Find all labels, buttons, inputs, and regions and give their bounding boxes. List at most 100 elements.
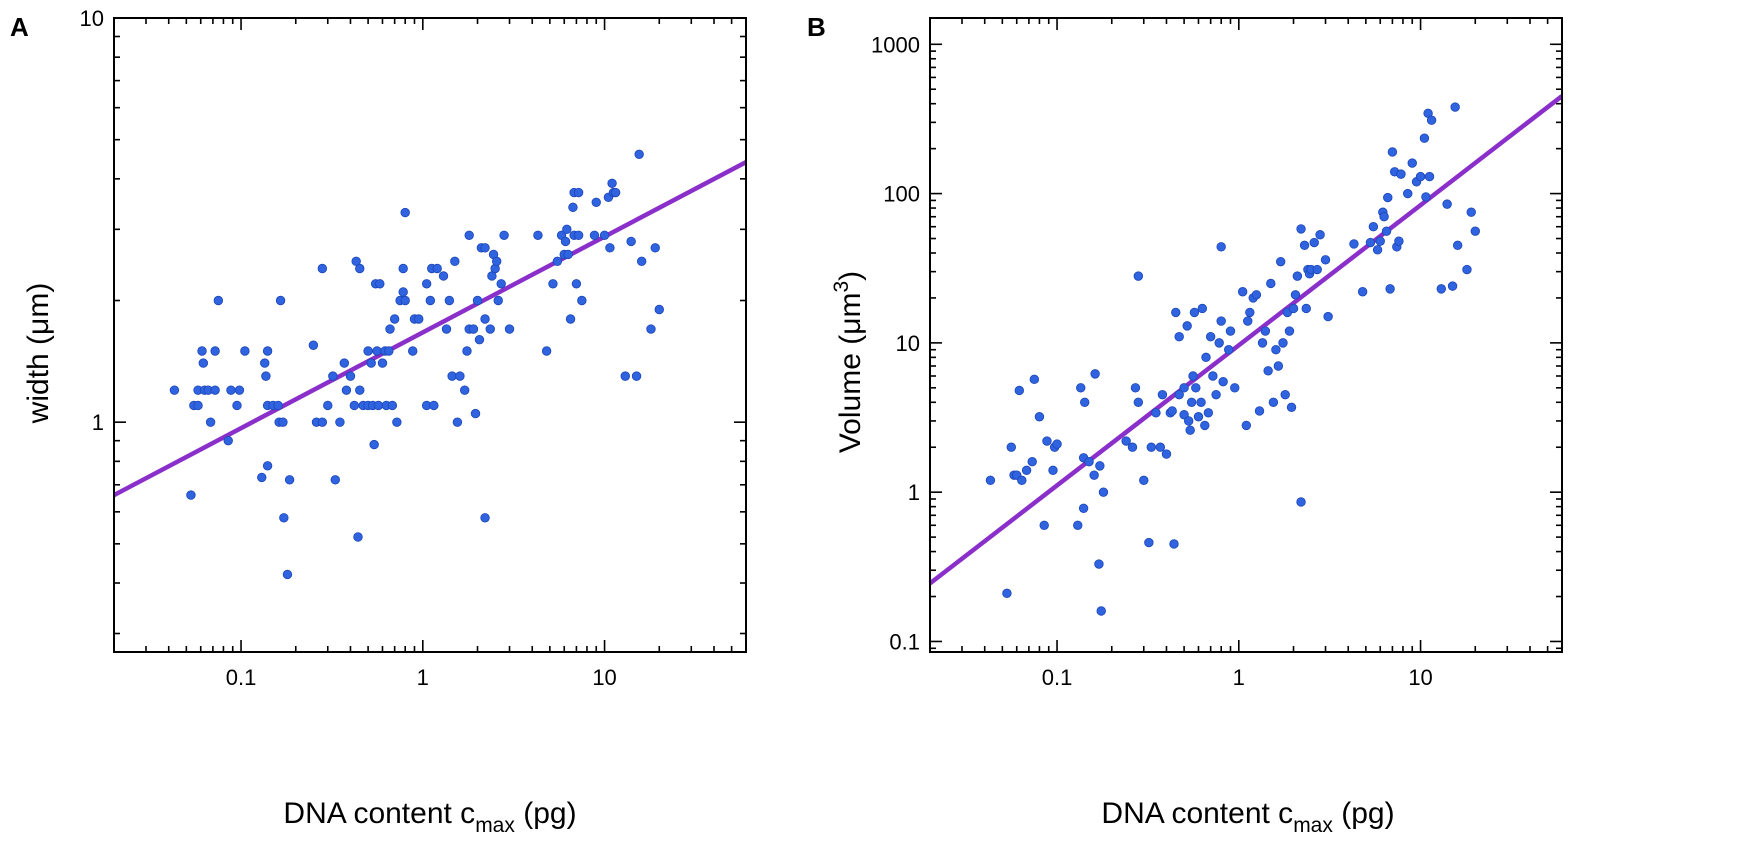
panel-b-data-point [1257, 338, 1268, 348]
panel-a-data-point [533, 230, 543, 240]
panel-a-data-point [275, 295, 286, 306]
panel-a-data-point [341, 385, 352, 395]
panel-b-x-label-main: DNA content c [1101, 797, 1293, 830]
panel-b-data-point [1048, 465, 1058, 476]
panel-a-data-point [372, 346, 382, 356]
panel-a-data-point [400, 207, 410, 218]
panel-b-data-point [1320, 255, 1331, 265]
panel-b-data-point [1280, 389, 1290, 400]
panel-a-data-point [366, 358, 376, 368]
panel-a-data-point [485, 324, 495, 334]
panel-a-data-point [455, 371, 465, 381]
panel-b-data-point [1039, 520, 1049, 530]
panel-a-data-point [650, 243, 660, 253]
panel-a-data-point [504, 324, 515, 334]
panel-a-tick-labels: 0.1 1 10 1 10 [80, 6, 617, 690]
panel-a-data-point [425, 295, 436, 306]
panel-b-data-point [1403, 188, 1413, 199]
panel-b-data-point [1084, 456, 1094, 467]
panel-b-data-point [1167, 406, 1177, 416]
panel-b-data-point [1096, 606, 1106, 616]
panel-b-data-point [1201, 352, 1211, 363]
panel-b-data-point [1296, 224, 1306, 234]
panel-b-data-point [1214, 338, 1224, 348]
panel-a-data-point [210, 346, 220, 356]
panel-a-data-point [432, 263, 442, 274]
panel-a-data-point [257, 472, 267, 483]
panel-b-data-point [1383, 192, 1393, 203]
panel-b-data-point [1052, 439, 1062, 449]
panel-a-data-point [385, 324, 395, 334]
panel-b-data-point [1042, 436, 1052, 446]
panel-b-data-point [1224, 345, 1234, 355]
panel-a-data-point [186, 490, 196, 500]
panel-b-data-point [1139, 475, 1149, 486]
panel-a-data-point [496, 279, 506, 289]
panel-a-data-point [353, 532, 363, 542]
panel-a-data-point [421, 279, 432, 289]
panel-a-data-point [450, 256, 460, 267]
panel-b-data-point [985, 475, 996, 486]
panel-b-data-point [1415, 171, 1426, 182]
panel-a-data-point [563, 249, 573, 260]
panel-a-data-point [273, 400, 283, 411]
panel-b-data-point [1275, 256, 1286, 267]
panel-a-data-point [548, 279, 558, 289]
panel-a-x-tick-label: 10 [592, 665, 616, 690]
panel-b-data-point [1098, 487, 1109, 497]
panel-a-data-point [462, 346, 472, 356]
panel-a-data-point [464, 230, 474, 240]
panel-b-data-point [1278, 338, 1288, 348]
panel-b-fit-line [928, 94, 1564, 586]
panel-a-letter: A [10, 12, 29, 42]
panel-b-data-point [1205, 331, 1216, 342]
panel-b-data-point [1121, 436, 1131, 446]
panel-b-data-point [1447, 281, 1458, 291]
panel-a-data-point [480, 513, 490, 523]
panel-b-letter: B [807, 12, 826, 42]
panel-b-data-point [1151, 408, 1161, 418]
panel-a-data-point [474, 334, 485, 345]
panel-b-y-label-tail: ) [834, 271, 867, 281]
panel-a-data-point [429, 400, 439, 411]
panel-b-data-point [1387, 147, 1398, 157]
panel-a-data-point [631, 371, 642, 381]
panel-a-data-point [591, 197, 601, 207]
panel-b-data-point [1284, 326, 1295, 336]
panel-b-data-point [1237, 287, 1248, 297]
panel-a-data-point [577, 295, 587, 306]
panel-b-data-point [1174, 389, 1184, 400]
panel-a-data-point [459, 385, 470, 395]
panel-a-data-point [308, 340, 319, 350]
panel-a-y-label-main: width (μm) [22, 283, 55, 425]
panel-b-y-label-main: Volume (μm [834, 293, 867, 454]
panel-b-data-point [1254, 406, 1265, 416]
panel-b-data-point [1094, 559, 1104, 569]
panel-b-data-point [1127, 442, 1138, 452]
panel-a-data-point [491, 256, 502, 267]
panel-b-x-label-tail: (pg) [1333, 797, 1395, 830]
panel-b-data-point [1185, 425, 1195, 435]
panel-b-frame [929, 17, 1563, 653]
panel-a-data-point [398, 263, 408, 274]
panel-b-data-point [1452, 240, 1463, 251]
panel-a-data-point [317, 263, 328, 274]
panel-b-data-point [1169, 539, 1179, 549]
panel-b-data-point [1216, 242, 1226, 252]
panel-b-data-point [1189, 307, 1200, 318]
panel-b-x-tick-label: 1 [1233, 665, 1245, 690]
panel-b-data-point [1243, 316, 1253, 326]
panel-a-data-point [226, 385, 236, 395]
panel-b-data-point [1462, 264, 1472, 275]
panel-b-points [985, 102, 1480, 616]
panel-b-data-point [1299, 240, 1310, 251]
panel-a-data-point [408, 346, 418, 356]
panel-b-data-point [1203, 408, 1214, 418]
panel-b-data-point [1193, 412, 1204, 422]
panel-a-data-point [278, 417, 288, 427]
panel-a-data-point [330, 475, 340, 485]
panel-a-data-point [223, 435, 233, 446]
panel-a-data-point [377, 358, 388, 368]
panel-b-data-point [1191, 383, 1201, 393]
panel-b-data-point [1021, 465, 1032, 476]
